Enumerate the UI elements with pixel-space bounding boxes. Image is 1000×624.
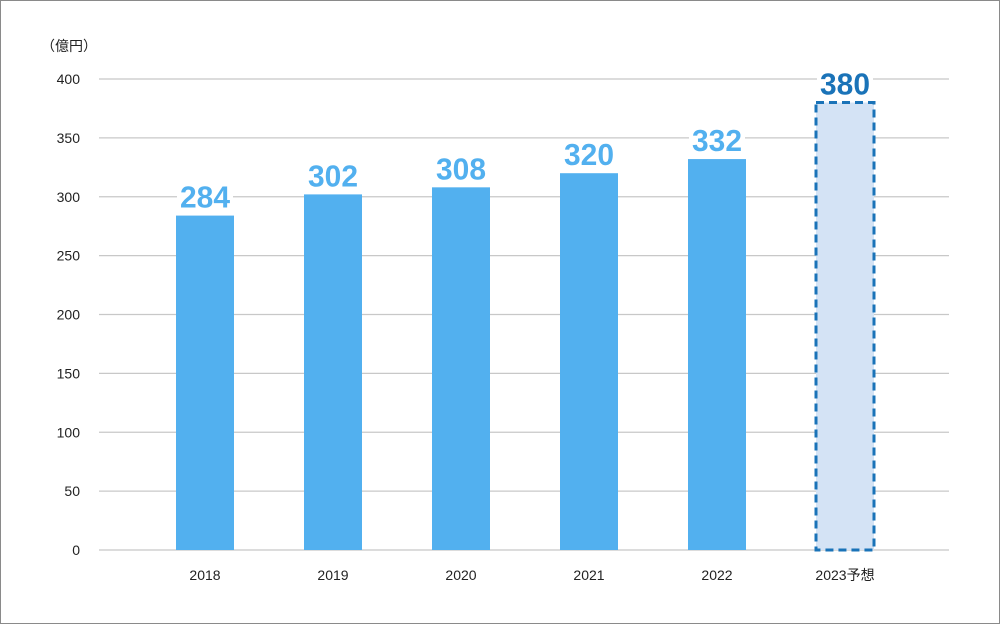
y-tick-label: 0 — [72, 542, 80, 558]
value-label-background — [689, 126, 745, 155]
x-axis-ticks: 2018 2019 2020 2021 2022 2023予想 — [189, 567, 874, 583]
y-tick-label: 300 — [57, 189, 81, 205]
gridlines — [99, 78, 949, 551]
bar — [176, 215, 234, 550]
value-label: 302 — [308, 158, 358, 193]
value-label-background — [561, 140, 617, 169]
x-tick-label: 2018 — [189, 567, 220, 583]
y-tick-label: 100 — [57, 424, 81, 440]
bar — [688, 159, 746, 550]
value-label: 380 — [820, 67, 870, 102]
value-label: 284 — [180, 180, 231, 215]
value-label-background — [177, 182, 233, 211]
y-tick-label: 400 — [57, 71, 81, 87]
value-label: 332 — [692, 123, 742, 158]
bars — [176, 101, 876, 552]
value-label: 320 — [564, 137, 614, 172]
x-tick-label: 2022 — [701, 567, 732, 583]
value-label: 308 — [436, 151, 486, 186]
value-labels: 284 302 308 320 332 380 — [177, 67, 873, 215]
y-tick-label: 350 — [57, 130, 81, 146]
bar — [560, 173, 618, 550]
value-label-background — [305, 161, 361, 190]
bar — [304, 194, 362, 550]
y-tick-label: 50 — [64, 483, 80, 499]
value-label-background — [817, 69, 873, 98]
x-tick-label: 2019 — [317, 567, 348, 583]
value-label-background — [433, 154, 489, 183]
x-tick-label: 2020 — [445, 567, 476, 583]
bar-forecast — [814, 101, 876, 552]
y-tick-label: 200 — [57, 307, 81, 323]
bar — [432, 187, 490, 550]
x-tick-label: 2021 — [573, 567, 604, 583]
y-tick-label: 150 — [57, 365, 81, 381]
x-tick-label: 2023予想 — [815, 567, 874, 583]
y-axis-ticks: 0 50 100 150 200 250 300 350 400 — [57, 71, 81, 558]
y-tick-label: 250 — [57, 248, 81, 264]
y-axis-unit-label: （億円） — [41, 38, 97, 54]
